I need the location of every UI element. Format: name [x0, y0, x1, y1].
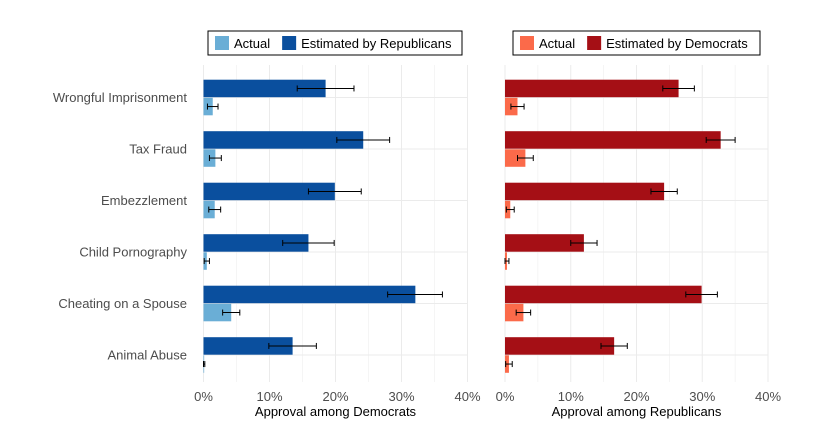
x-tick-label: 0%: [194, 389, 213, 404]
panel-left: Wrongful Imprisonment Tax Fraud Embezzleme…: [53, 30, 481, 419]
x-axis-title: Approval among Democrats: [255, 404, 417, 419]
bar-estimated-by-democrats-embezzlement: [505, 182, 665, 201]
legend-label-estimated-by-democrats: Estimated by Democrats: [606, 36, 748, 51]
error-bar-estimated-by-democrats-child-pornography: [570, 239, 598, 246]
error-bar-estimated-by-republicans-embezzlement: [307, 188, 362, 195]
legend-label-actual: Actual: [234, 36, 270, 51]
bar-actual-cheating-on-a-spouse: [203, 303, 232, 322]
bar-estimated-by-republicans-tax-fraud: [203, 131, 364, 149]
error-bar-estimated-by-democrats-tax-fraud: [705, 136, 736, 143]
bar-estimated-by-democrats-cheating-on-a-spouse: [505, 285, 702, 304]
bar-estimated-by-republicans-embezzlement: [203, 182, 335, 201]
legend: Actual Estimated by Republicans: [207, 30, 463, 56]
error-bar-actual-animal-abuse: [505, 361, 513, 368]
x-axis-title: Approval among Republicans: [552, 404, 722, 419]
category-label-cheating-on-a-spouse: Cheating on a Spouse: [58, 296, 187, 311]
bar-estimated-by-republicans-cheating-on-a-spouse: [203, 285, 416, 304]
category-label-wrongful-imprisonment: Wrongful Imprisonment: [53, 90, 188, 105]
legend-box: [207, 30, 463, 56]
x-tick-label: 10%: [558, 389, 584, 404]
x-tick-label: 20%: [623, 389, 649, 404]
gridlines: [203, 65, 468, 382]
bar-estimated-by-republicans-animal-abuse: [203, 337, 293, 355]
legend-label-estimated-by-republicans: Estimated by Republicans: [301, 36, 452, 51]
error-bar-actual-tax-fraud: [208, 155, 222, 162]
x-tick-label: 30%: [388, 389, 414, 404]
bar-estimated-by-democrats-animal-abuse: [505, 337, 615, 355]
legend-key-actual: [520, 36, 534, 50]
x-tick-label: 20%: [322, 389, 348, 404]
category-label-tax-fraud: Tax Fraud: [129, 142, 187, 157]
bar-actual-tax-fraud: [505, 149, 526, 167]
error-bar-estimated-by-republicans-tax-fraud: [336, 136, 391, 143]
legend-box: [512, 30, 761, 56]
error-bar-actual-child-pornography: [203, 258, 210, 265]
error-bar-estimated-by-democrats-wrongful-imprisonment: [662, 85, 695, 92]
error-bar-actual-tax-fraud: [516, 155, 534, 162]
legend-label-actual: Actual: [539, 36, 575, 51]
error-bar-actual-embezzlement: [208, 206, 222, 213]
series-actual: [203, 97, 241, 373]
panel-right: 0% 10% 20% 30% 40% Approval among Republicans…: [496, 30, 781, 419]
gridlines: [504, 65, 769, 382]
bar-estimated-by-democrats-wrongful-imprisonment: [505, 79, 679, 98]
error-bar-estimated-by-democrats-cheating-on-a-spouse: [685, 291, 718, 298]
error-bar-actual-cheating-on-a-spouse: [222, 309, 241, 316]
error-bar-actual-child-pornography: [504, 258, 510, 265]
category-label-embezzlement: Embezzlement: [101, 193, 187, 208]
error-bar-actual-embezzlement: [505, 206, 515, 213]
bar-actual-cheating-on-a-spouse: [505, 303, 524, 322]
x-tick-label: 40%: [454, 389, 480, 404]
error-bar-estimated-by-republicans-cheating-on-a-spouse: [387, 291, 443, 298]
error-bar-estimated-by-republicans-wrongful-imprisonment: [296, 85, 355, 92]
error-bar-actual-cheating-on-a-spouse: [515, 309, 532, 316]
series-estimated-by-republicans: [203, 79, 443, 355]
bar-estimated-by-democrats-tax-fraud: [505, 131, 721, 149]
bar-estimated-by-republicans-wrongful-imprisonment: [203, 79, 326, 98]
legend-key-estimated-by-republicans: [282, 36, 297, 50]
error-bar-actual-animal-abuse: [203, 361, 206, 368]
x-tick-label: 30%: [689, 389, 715, 404]
error-bar-actual-wrongful-imprisonment: [510, 103, 525, 110]
bar-estimated-by-republicans-child-pornography: [203, 234, 309, 252]
x-tick-label: 10%: [256, 389, 282, 404]
legend: Actual Estimated by Democrats: [512, 30, 761, 56]
series-actual: [504, 97, 534, 373]
error-bar-estimated-by-republicans-animal-abuse: [268, 342, 317, 349]
category-label-child-pornography: Child Pornography: [79, 245, 187, 260]
error-bar-estimated-by-democrats-embezzlement: [650, 188, 678, 195]
error-bar-estimated-by-republicans-child-pornography: [282, 239, 335, 246]
bar-estimated-by-democrats-child-pornography: [505, 234, 584, 252]
x-tick-label: 40%: [755, 389, 781, 404]
error-bar-actual-wrongful-imprisonment: [206, 103, 219, 110]
x-tick-label: 0%: [496, 389, 515, 404]
category-label-animal-abuse: Animal Abuse: [108, 348, 188, 363]
legend-key-actual: [215, 36, 229, 50]
legend-key-estimated-by-democrats: [587, 36, 602, 50]
error-bar-estimated-by-democrats-animal-abuse: [600, 342, 628, 349]
series-estimated-by-democrats: [505, 79, 736, 355]
